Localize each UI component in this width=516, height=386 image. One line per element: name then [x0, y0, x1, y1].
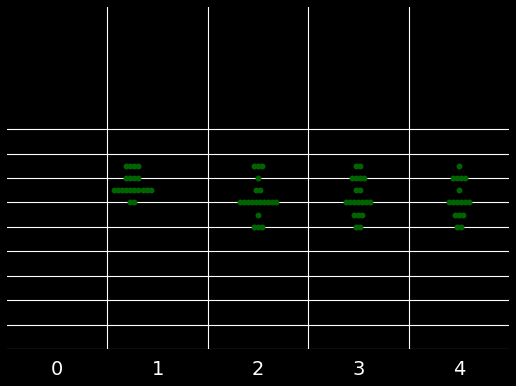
- Point: [264, 199, 272, 205]
- Point: [260, 199, 268, 205]
- Point: [248, 199, 256, 205]
- Point: [250, 224, 258, 230]
- Point: [138, 187, 147, 193]
- Point: [131, 199, 139, 205]
- Point: [122, 163, 131, 169]
- Point: [352, 163, 361, 169]
- Point: [147, 187, 155, 193]
- Point: [457, 175, 465, 181]
- Point: [254, 163, 262, 169]
- Point: [114, 187, 122, 193]
- Point: [358, 199, 366, 205]
- Point: [449, 175, 457, 181]
- Point: [126, 187, 135, 193]
- Point: [236, 199, 244, 205]
- Point: [142, 187, 151, 193]
- Point: [358, 212, 366, 218]
- Point: [252, 187, 260, 193]
- Point: [453, 175, 461, 181]
- Point: [256, 187, 264, 193]
- Point: [445, 199, 453, 205]
- Point: [240, 199, 248, 205]
- Point: [455, 163, 463, 169]
- Point: [459, 212, 467, 218]
- Point: [256, 199, 264, 205]
- Point: [131, 187, 139, 193]
- Point: [258, 224, 266, 230]
- Point: [352, 175, 361, 181]
- Point: [134, 163, 142, 169]
- Point: [455, 212, 463, 218]
- Point: [357, 224, 365, 230]
- Point: [450, 212, 459, 218]
- Point: [342, 199, 350, 205]
- Point: [449, 199, 457, 205]
- Point: [350, 212, 359, 218]
- Point: [250, 163, 258, 169]
- Point: [465, 199, 473, 205]
- Point: [126, 163, 135, 169]
- Point: [357, 187, 365, 193]
- Point: [118, 187, 126, 193]
- Point: [461, 199, 469, 205]
- Point: [254, 175, 262, 181]
- Point: [348, 175, 357, 181]
- Point: [110, 187, 119, 193]
- Point: [366, 199, 375, 205]
- Point: [357, 163, 365, 169]
- Point: [360, 175, 368, 181]
- Point: [354, 199, 363, 205]
- Point: [134, 187, 142, 193]
- Point: [268, 199, 276, 205]
- Point: [453, 199, 461, 205]
- Point: [126, 175, 135, 181]
- Point: [350, 199, 359, 205]
- Point: [457, 199, 465, 205]
- Point: [122, 175, 131, 181]
- Point: [131, 175, 139, 181]
- Point: [258, 163, 266, 169]
- Point: [352, 187, 361, 193]
- Point: [272, 199, 280, 205]
- Point: [254, 212, 262, 218]
- Point: [357, 175, 365, 181]
- Point: [461, 175, 469, 181]
- Point: [455, 187, 463, 193]
- Point: [362, 199, 370, 205]
- Point: [346, 199, 354, 205]
- Point: [352, 224, 361, 230]
- Point: [126, 199, 135, 205]
- Point: [453, 224, 461, 230]
- Point: [252, 199, 260, 205]
- Point: [244, 199, 252, 205]
- Point: [134, 175, 142, 181]
- Point: [354, 212, 363, 218]
- Point: [254, 224, 262, 230]
- Point: [131, 163, 139, 169]
- Point: [457, 224, 465, 230]
- Point: [122, 187, 131, 193]
